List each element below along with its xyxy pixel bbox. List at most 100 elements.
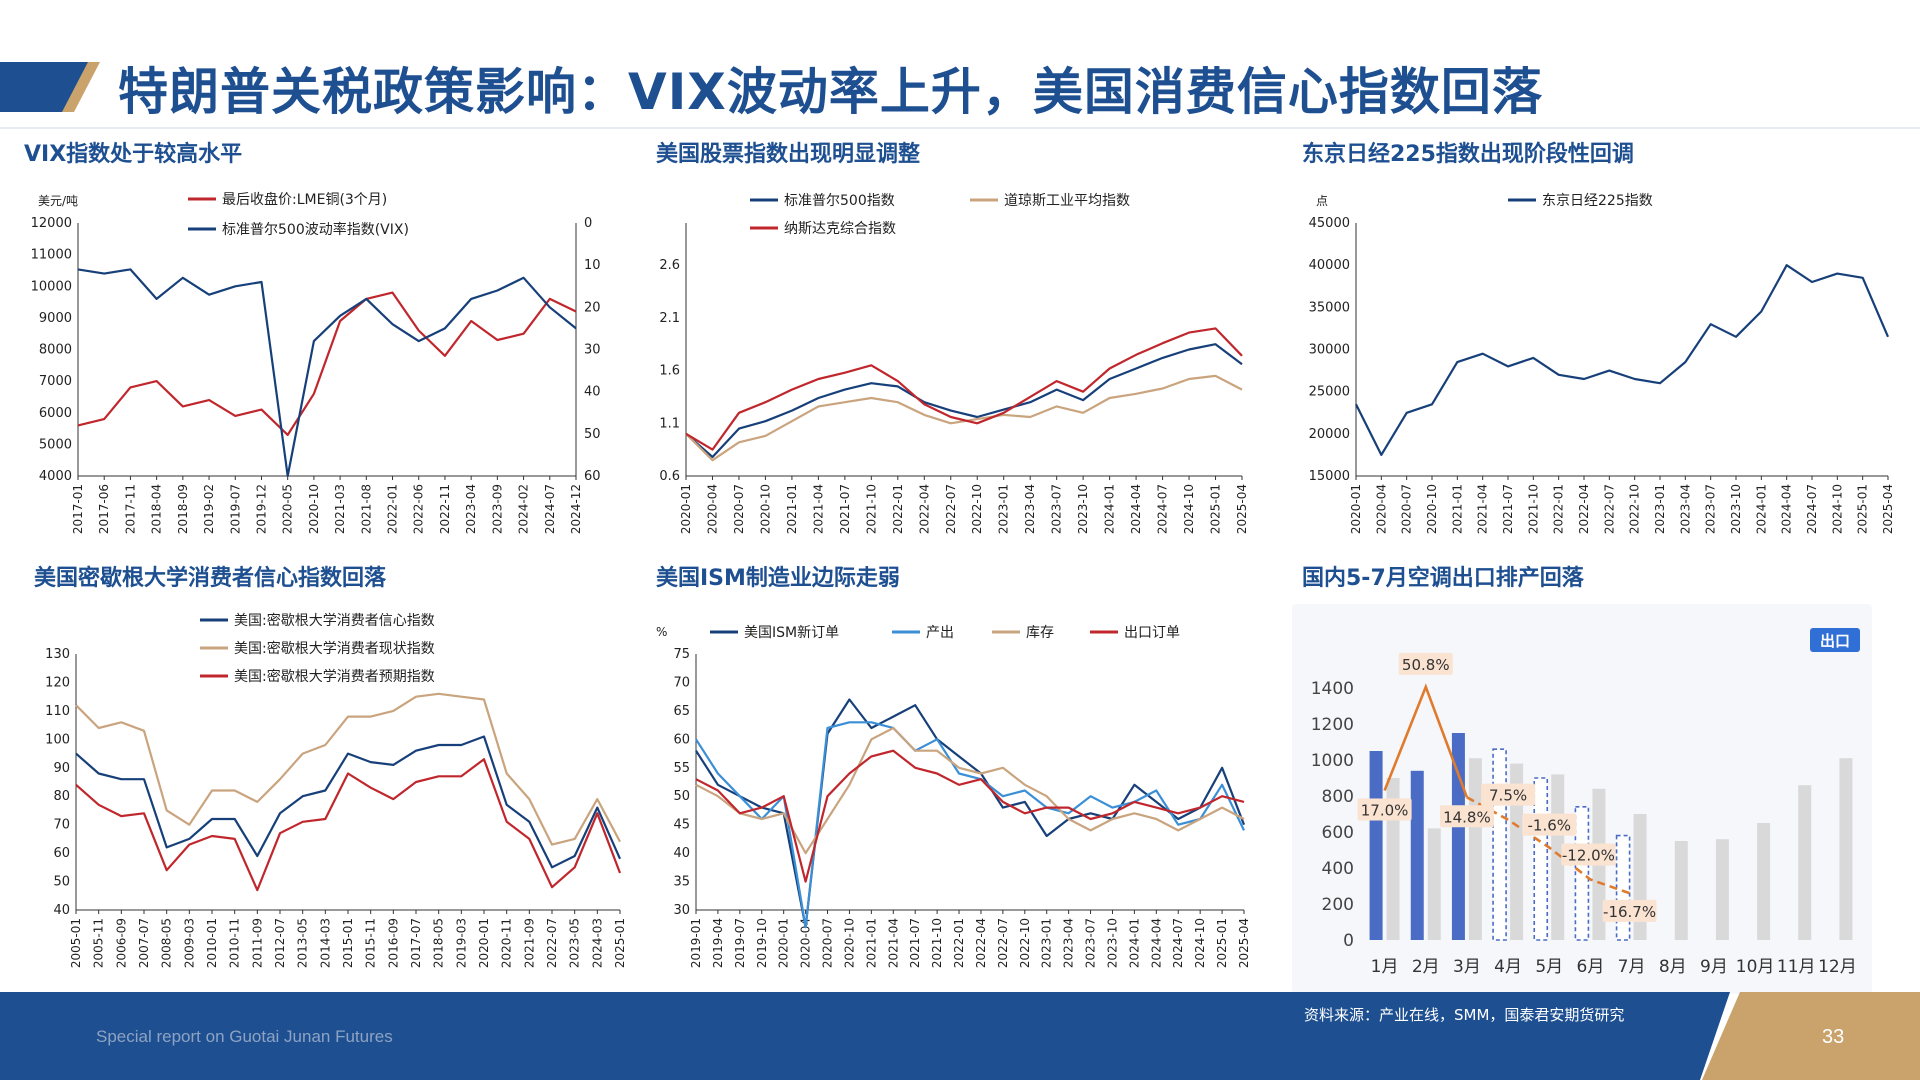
- y-tick-label: 45000: [1309, 216, 1350, 231]
- growth-label: -1.6%: [1527, 817, 1571, 835]
- bar-prev-year: [1468, 758, 1482, 940]
- legend-label: 标准普尔500指数: [784, 193, 895, 209]
- x-tick-label: 2021-01: [785, 484, 799, 534]
- x-tick-label: 2022-07: [545, 918, 559, 968]
- chart-title-vix: VIX指数处于较高水平: [24, 142, 243, 167]
- growth-label: 7.5%: [1489, 787, 1527, 805]
- y-tick-label: 30: [673, 903, 690, 918]
- x-tick-label: 2023-10: [1076, 484, 1090, 534]
- y-tick-label: 1.6: [659, 364, 680, 379]
- chart-ism: 75 70 65 60 55 50 45 40 35 30% 2019-01 2019-04 2019-…: [656, 625, 1251, 968]
- x-tick-label: 2025-01: [1856, 484, 1870, 534]
- x-tick-label: 2022-01: [386, 484, 400, 534]
- y-tick-label: 15000: [1309, 469, 1350, 484]
- series-line-1: [75, 692, 621, 846]
- x-tick-label: 2020-04: [799, 918, 813, 968]
- chart-vix: 12000 11000 10000 9000 8000 7000 6000 5000 4000 0…: [31, 191, 601, 534]
- x-tick-label: 2021-07: [1501, 484, 1515, 534]
- source-note: 资料来源：产业在线，SMM，国泰君安期货研究: [1304, 1006, 1625, 1024]
- x-tick-label: 2024-10: [1193, 918, 1207, 968]
- series-line-0: [1355, 264, 1890, 456]
- header-decoration: [0, 62, 1920, 129]
- x-tick-label: 2007-07: [137, 918, 151, 968]
- x-tick-label: 2015-11: [364, 918, 378, 968]
- footer-band: [0, 992, 1920, 1080]
- growth-label: 14.8%: [1443, 808, 1491, 826]
- y-tick-label: 50: [673, 789, 690, 804]
- legend-label: 纳斯达克综合指数: [784, 221, 896, 237]
- y-tick-label: 40: [53, 903, 70, 918]
- y2-tick-label: 50: [584, 427, 601, 442]
- x-tick-label: 2020-10: [758, 484, 772, 534]
- growth-label-box: [1561, 843, 1616, 866]
- y2-tick-label: 60: [584, 469, 601, 484]
- y-tick-label: 40: [673, 846, 690, 861]
- x-tick-label: 2009-03: [182, 918, 196, 968]
- x-tick-label: 2024-07: [543, 484, 557, 534]
- series-line-3: [695, 749, 1245, 883]
- x-tick-label: 2021-10: [930, 918, 944, 968]
- series-line-0: [75, 735, 622, 869]
- legend-tag-label: 出口: [1820, 632, 1850, 650]
- series-line-0: [695, 698, 1246, 929]
- x-tick-label: 2018-05: [432, 918, 446, 968]
- x-tick-label: 1月: [1371, 957, 1399, 977]
- y-tick-label: 90: [53, 761, 70, 776]
- growth-line-actual: [1383, 683, 1469, 798]
- x-tick-label: 2020-04: [705, 484, 719, 534]
- x-tick-label: 2022-07: [1602, 484, 1616, 534]
- x-tick-label: 2021-07: [908, 918, 922, 968]
- growth-label: -16.7%: [1603, 903, 1656, 921]
- y2-tick-label: 40: [584, 385, 601, 400]
- x-tick-label: 2019-02: [202, 484, 216, 534]
- growth-line-forecast: [1466, 796, 1633, 896]
- x-tick-label: 2005-11: [92, 918, 106, 968]
- x-tick-label: 2020-10: [842, 918, 856, 968]
- x-tick-label: 2020-01: [1349, 484, 1363, 534]
- y-tick-label: 2.1: [659, 311, 680, 326]
- x-tick-label: 2019-01: [689, 918, 703, 968]
- x-tick-label: 2023-04: [1678, 484, 1692, 534]
- y-tick-label: 7000: [39, 374, 72, 389]
- y-tick-label: 30000: [1309, 343, 1350, 358]
- chart-nikkei: 45000 40000 35000 30000 25000 20000 15000 点 2020…: [1309, 193, 1895, 534]
- x-tick-label: 2022-01: [1552, 484, 1566, 534]
- series-line-0: [685, 343, 1243, 459]
- x-tick-label: 2023-01: [1653, 484, 1667, 534]
- growth-label-box: [1522, 813, 1577, 836]
- x-tick-label: 2022-07: [996, 918, 1010, 968]
- x-tick-label: 2025-04: [1881, 484, 1895, 534]
- x-tick-label: 2023-07: [1084, 918, 1098, 968]
- chart-title-ac-export: 国内5-7月空调出口排产回落: [1302, 566, 1584, 591]
- x-tick-label: 2025-01: [613, 918, 627, 968]
- growth-label: 50.8%: [1402, 656, 1450, 674]
- y-tick-label: 0.6: [659, 469, 680, 484]
- x-tick-label: 2024-12: [569, 484, 583, 534]
- x-tick-label: 2022-10: [970, 484, 984, 534]
- y-axis-unit: %: [656, 625, 667, 639]
- page-number: 33: [1822, 1026, 1845, 1048]
- x-tick-label: 2010-01: [205, 918, 219, 968]
- x-tick-label: 2021-04: [886, 918, 900, 968]
- legend-label: 库存: [1026, 625, 1054, 641]
- x-tick-label: 2021-08: [359, 484, 373, 534]
- y-tick-label: 35000: [1309, 300, 1350, 315]
- x-tick-label: 2022-01: [891, 484, 905, 534]
- chart-title-nikkei: 东京日经225指数出现阶段性回调: [1302, 142, 1634, 167]
- y-tick-label: 11000: [31, 248, 72, 263]
- x-tick-label: 2021-10: [864, 484, 878, 534]
- x-tick-label: 2024-01: [1103, 484, 1117, 534]
- bar-prev-year: [1510, 763, 1524, 940]
- y2-tick-label: 30: [584, 343, 601, 358]
- series-line-1: [77, 268, 577, 478]
- growth-label: 17.0%: [1361, 802, 1409, 820]
- growth-label: -12.0%: [1562, 846, 1615, 864]
- x-tick-label: 2021-04: [811, 484, 825, 534]
- x-tick-label: 2025-01: [1209, 484, 1223, 534]
- x-tick-label: 2023-05: [568, 918, 582, 968]
- y-tick-label: 20000: [1309, 427, 1350, 442]
- y-tick-label: 9000: [39, 311, 72, 326]
- bar-current-year: [1533, 777, 1549, 941]
- y-tick-label: 110: [45, 704, 70, 719]
